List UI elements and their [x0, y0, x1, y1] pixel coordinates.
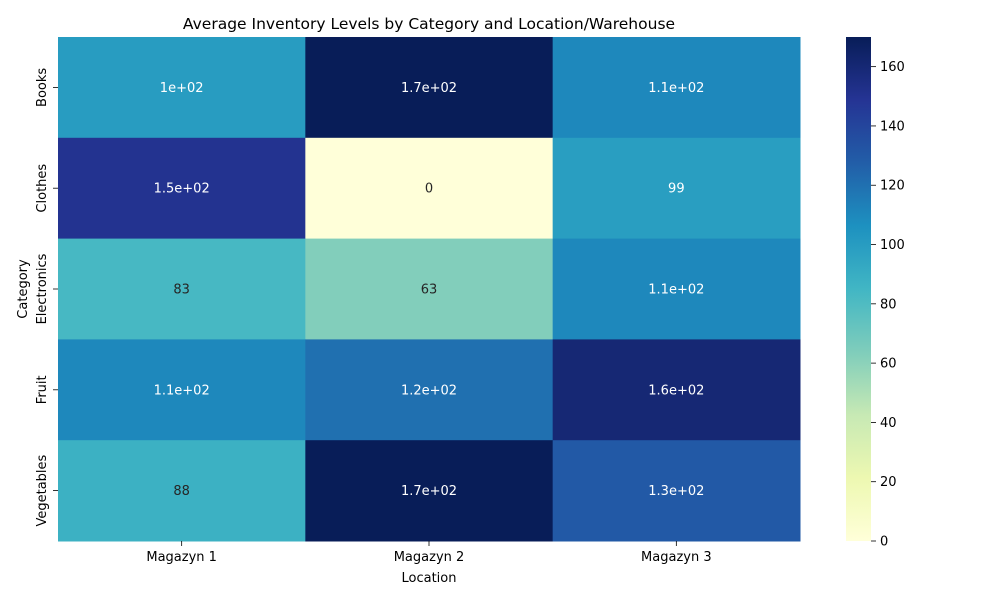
- heatmap-cell: [552, 137, 801, 240]
- cell-annotation: 1.1e+02: [648, 81, 704, 96]
- heatmap-cell: [305, 339, 554, 441]
- y-tick-label: Vegetables: [35, 454, 50, 526]
- cell-annotation: 1.2e+02: [401, 383, 457, 398]
- heatmap-cell: [58, 238, 306, 340]
- cell-annotation: 1.1e+02: [154, 383, 210, 398]
- heatmap-cell: [552, 440, 801, 542]
- x-tick-label: Magazyn 1: [146, 550, 217, 565]
- y-axis-ticks: Books Clothes Electronics Fruit Vegetables: [35, 68, 58, 527]
- colorbar-tick-label: 20: [880, 475, 897, 490]
- colorbar-ticks: 0 20 40 60 80 100 120 140 160: [871, 60, 905, 550]
- heatmap-cell: [58, 37, 306, 139]
- y-axis-label: Category: [16, 259, 31, 319]
- cell-annotation: 1.1e+02: [648, 283, 704, 298]
- heatmap-cell: [305, 137, 554, 240]
- colorbar-tick-label: 140: [880, 119, 905, 134]
- colorbar-tick-label: 0: [880, 535, 888, 550]
- colorbar-tick-label: 120: [880, 179, 905, 194]
- x-tick-label: Magazyn 2: [394, 550, 465, 565]
- cell-annotation: 1e+02: [160, 81, 204, 96]
- y-tick-label: Electronics: [35, 253, 50, 324]
- cell-annotation: 0: [425, 182, 433, 197]
- colorbar-tick-label: 40: [880, 416, 897, 431]
- heatmap-cell: [58, 339, 306, 441]
- x-tick-label: Magazyn 3: [641, 550, 712, 565]
- colorbar-tick-label: 80: [880, 297, 897, 312]
- y-tick-label: Clothes: [35, 164, 50, 213]
- heatmap-cell: [305, 238, 554, 340]
- heatmap-cells: 1e+02 1.7e+02 1.1e+02 1.5e+02 0 99 83 63 1.1e+02…: [58, 37, 801, 542]
- heatmap-cell: [58, 440, 306, 542]
- cell-annotation: 88: [173, 484, 190, 499]
- colorbar-tick-label: 60: [880, 357, 897, 372]
- colorbar-tick-label: 100: [880, 238, 905, 253]
- heatmap-cell: [552, 37, 801, 139]
- chart-title: Average Inventory Levels by Category and…: [183, 15, 675, 33]
- heatmap-cell: [552, 238, 801, 340]
- y-tick-label: Fruit: [35, 375, 50, 404]
- cell-annotation: 83: [173, 283, 190, 298]
- heatmap-cell: [305, 440, 554, 542]
- cell-annotation: 63: [421, 283, 438, 298]
- y-tick-label: Books: [35, 68, 50, 107]
- cell-annotation: 1.6e+02: [648, 383, 704, 398]
- cell-annotation: 1.7e+02: [401, 81, 457, 96]
- heatmap-cell: [552, 339, 801, 441]
- cell-annotation: 1.3e+02: [648, 484, 704, 499]
- x-axis-ticks: Magazyn 1 Magazyn 2 Magazyn 3: [146, 541, 712, 565]
- cell-annotation: 1.7e+02: [401, 484, 457, 499]
- colorbar-tick-label: 160: [880, 60, 905, 75]
- heatmap-cell: [305, 37, 554, 139]
- cell-annotation: 99: [668, 182, 685, 197]
- colorbar: [846, 37, 871, 541]
- x-axis-label: Location: [402, 571, 457, 586]
- heatmap-cell: [58, 137, 306, 240]
- cell-annotation: 1.5e+02: [154, 182, 210, 197]
